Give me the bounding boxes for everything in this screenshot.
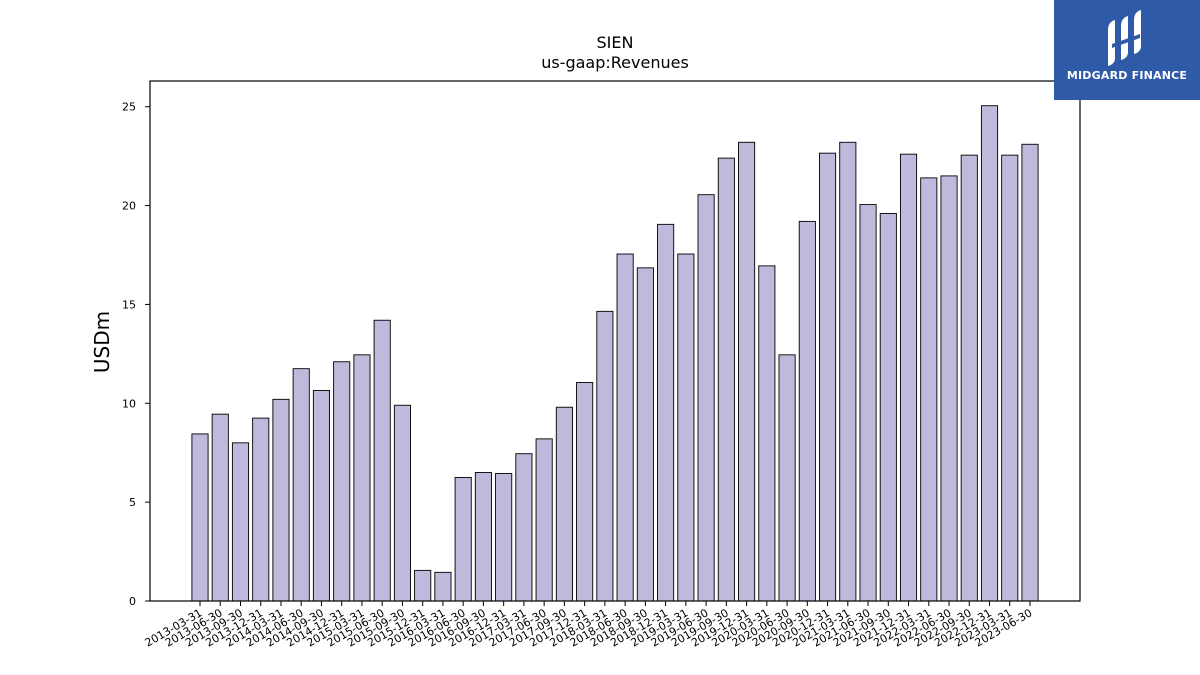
midgard-logo-mark-icon xyxy=(1108,10,1141,66)
bar-2017-06-30 xyxy=(535,438,553,602)
bar-2013-09-30 xyxy=(231,442,250,602)
bar-2021-06-30 xyxy=(859,204,877,602)
bar-2022-03-31 xyxy=(920,177,938,602)
y-tick-label: 0 xyxy=(129,595,136,608)
bar-2017-03-31 xyxy=(515,453,533,602)
y-axis-label: USDm xyxy=(90,311,114,373)
bar-2020-03-31 xyxy=(758,265,776,602)
bar-2013-06-30 xyxy=(211,413,229,602)
bar-2020-06-30 xyxy=(778,354,796,602)
y-tick-label: 20 xyxy=(122,200,136,213)
bar-2016-12-31 xyxy=(495,473,513,602)
bar-2021-09-30 xyxy=(879,213,897,602)
bar-2018-06-30 xyxy=(616,253,634,602)
bar-2019-06-30 xyxy=(697,194,715,602)
bar-2023-03-31 xyxy=(1001,154,1019,602)
bar-2022-12-31 xyxy=(980,105,999,602)
y-tick-label: 15 xyxy=(122,298,136,311)
bar-2020-12-31 xyxy=(819,152,837,602)
bar-2015-06-30 xyxy=(373,319,391,602)
bar-2022-09-30 xyxy=(960,154,978,602)
bar-2013-03-31 xyxy=(191,433,209,602)
bar-2014-03-31 xyxy=(272,398,290,602)
bar-2023-06-30 xyxy=(1021,143,1039,602)
bar-2021-12-31 xyxy=(899,153,918,602)
bar-2017-09-30 xyxy=(555,406,573,602)
bar-2019-09-30 xyxy=(717,157,735,602)
bar-2019-12-31 xyxy=(738,141,756,602)
bar-2022-06-30 xyxy=(940,175,958,602)
chart-subtitle: us-gaap:Revenues xyxy=(541,53,689,72)
y-tick-label: 10 xyxy=(122,397,136,410)
logo-text: MIDGARD FINANCE xyxy=(1066,69,1188,82)
y-tick-label: 25 xyxy=(122,101,136,114)
bar-2016-06-30 xyxy=(454,476,472,602)
bar-2019-03-31 xyxy=(677,253,695,602)
bar-2015-09-30 xyxy=(393,404,411,602)
bar-2018-03-31 xyxy=(596,310,614,602)
midgard-finance-logo: MIDGARD FINANCE xyxy=(1054,0,1200,100)
bar-2016-09-30 xyxy=(474,472,492,602)
bar-2018-09-30 xyxy=(636,267,654,602)
y-tick-label: 5 xyxy=(129,496,136,509)
bar-2014-12-31 xyxy=(333,361,351,602)
bar-series xyxy=(191,105,1039,602)
bar-2017-12-31 xyxy=(576,382,594,602)
plot-area-frame xyxy=(149,80,1081,602)
bar-2015-12-31 xyxy=(414,569,432,602)
bar-2021-03-31 xyxy=(839,141,857,602)
bar-2015-03-31 xyxy=(353,354,371,602)
bar-2013-12-31 xyxy=(252,417,270,602)
bar-2014-06-30 xyxy=(292,368,310,602)
y-axis-ticks: 0 5 10 15 20 25 xyxy=(122,101,150,608)
bar-2020-09-30 xyxy=(798,220,816,602)
chart-title: SIEN xyxy=(597,33,634,52)
x-axis-ticks: 2013-03-312013-06-302013-09-302013-12-31… xyxy=(143,601,1035,650)
bar-2018-12-31 xyxy=(657,223,675,602)
bar-2016-03-31 xyxy=(434,571,452,602)
bar-2014-09-30 xyxy=(312,389,331,602)
